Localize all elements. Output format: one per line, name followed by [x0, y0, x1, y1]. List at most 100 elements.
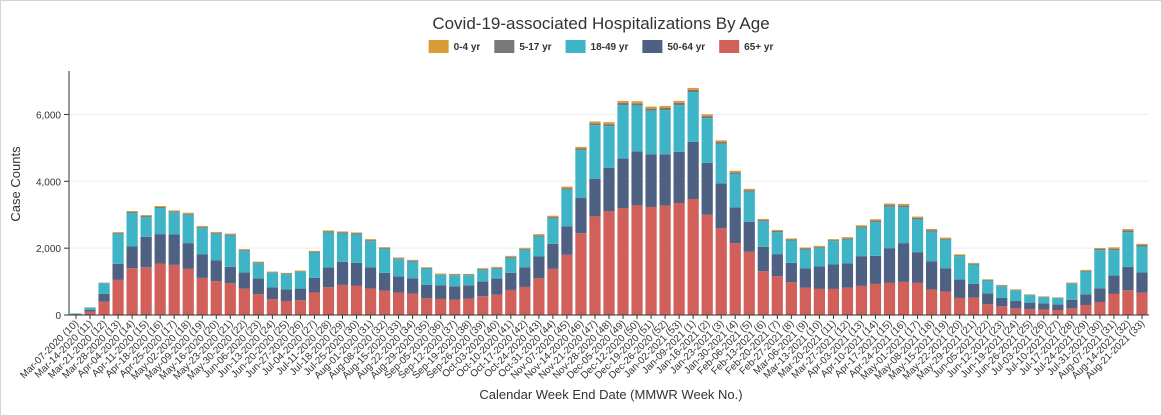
bar-0-4-yr-20: [350, 232, 363, 234]
legend-label-50-64-yr: 50-64 yr: [667, 42, 705, 53]
bar-50-64-yr-50: [771, 254, 783, 277]
bar-50-64-yr-53: [813, 266, 825, 289]
bar-5-17-yr-18: [322, 231, 335, 233]
bar-18-49-yr-7: [168, 212, 180, 235]
bar-50-64-yr-54: [827, 264, 840, 289]
bar-0-4-yr-75: [1122, 229, 1134, 231]
bar-0-4-yr-10: [210, 231, 222, 233]
bar-18-49-yr-41: [645, 110, 657, 155]
bar-5-17-yr-47: [729, 172, 741, 174]
bar-0-4-yr-56: [855, 225, 868, 227]
bar-50-64-yr-51: [785, 262, 797, 283]
bar-65-yr-14: [266, 299, 278, 315]
bar-18-49-yr-52: [799, 249, 811, 269]
bar-0-4-yr-31: [505, 255, 517, 257]
y-axis-label: Case Counts: [8, 146, 23, 222]
bar-50-64-yr-38: [603, 167, 615, 212]
bar-50-64-yr-57: [869, 255, 882, 284]
bar-65-yr-9: [196, 277, 208, 315]
bar-0-4-yr-37: [589, 121, 601, 124]
bar-65-yr-48: [743, 251, 755, 315]
bar-50-64-yr-18: [322, 267, 335, 288]
bar-5-17-yr-21: [364, 240, 377, 242]
bar-5-17-yr-57: [869, 220, 882, 223]
bar-50-64-yr-67: [1010, 300, 1022, 309]
bar-50-64-yr-74: [1108, 275, 1120, 294]
bar-50-64-yr-71: [1066, 299, 1078, 309]
bar-65-yr-59: [897, 281, 910, 315]
bar-65-yr-40: [631, 205, 643, 315]
bar-5-17-yr-10: [210, 232, 222, 234]
bar-5-17-yr-61: [925, 230, 938, 232]
bar-50-64-yr-1: [84, 309, 96, 312]
bar-5-17-yr-38: [603, 124, 615, 127]
bar-0-4-yr-26: [435, 273, 447, 275]
bar-18-49-yr-12: [238, 250, 250, 273]
legend-swatch-50-64-yr: [642, 40, 663, 53]
bar-65-yr-18: [322, 287, 335, 315]
bar-5-17-yr-28: [463, 274, 475, 276]
bar-18-49-yr-31: [505, 257, 517, 273]
bar-0-4-yr-61: [925, 228, 938, 231]
bar-50-64-yr-34: [547, 243, 559, 269]
bar-50-64-yr-65: [982, 293, 994, 305]
bar-50-64-yr-39: [617, 158, 629, 209]
bar-0-4-yr-13: [252, 261, 264, 263]
bar-18-49-yr-10: [210, 233, 222, 261]
bar-65-yr-28: [463, 298, 475, 315]
bar-18-49-yr-49: [757, 221, 769, 247]
bar-18-49-yr-1: [84, 307, 96, 310]
bar-65-yr-54: [827, 288, 840, 315]
bar-50-64-yr-70: [1052, 304, 1064, 310]
bar-18-49-yr-18: [322, 232, 335, 268]
bar-65-yr-22: [378, 290, 391, 315]
bar-18-49-yr-14: [266, 272, 278, 288]
bar-18-49-yr-2: [98, 283, 110, 294]
bar-65-yr-12: [238, 288, 250, 315]
bar-65-yr-67: [1010, 308, 1022, 315]
bar-18-49-yr-74: [1108, 250, 1120, 276]
bar-0-4-yr-63: [954, 254, 966, 256]
y-tick-label: 6,000: [36, 110, 61, 121]
bar-65-yr-29: [477, 296, 489, 315]
bar-0-4-yr-21: [364, 239, 377, 241]
bar-0-4-yr-55: [841, 237, 854, 239]
bar-0-4-yr-32: [519, 247, 531, 249]
bar-5-17-yr-12: [238, 249, 250, 251]
bar-50-64-yr-40: [631, 151, 643, 206]
bar-18-49-yr-70: [1052, 298, 1064, 305]
bar-0-4-yr-29: [477, 268, 489, 270]
bar-5-17-yr-30: [491, 267, 503, 269]
bar-65-yr-56: [855, 285, 868, 315]
bar-65-yr-17: [308, 292, 321, 315]
bar-18-49-yr-0: [70, 313, 82, 314]
bar-50-64-yr-23: [393, 276, 405, 293]
bar-18-49-yr-71: [1066, 283, 1078, 300]
y-tick-label: 4,000: [36, 177, 61, 188]
bar-50-64-yr-10: [210, 260, 222, 282]
bar-65-yr-36: [575, 233, 587, 315]
bar-18-49-yr-19: [336, 233, 349, 262]
bar-50-64-yr-6: [154, 234, 166, 264]
bar-0-4-yr-7: [168, 210, 180, 212]
bar-5-17-yr-6: [154, 207, 166, 209]
bar-65-yr-31: [505, 289, 517, 315]
bar-65-yr-52: [799, 287, 811, 315]
y-tick-label: 0: [55, 311, 61, 322]
bar-5-17-yr-51: [785, 239, 797, 241]
bar-50-64-yr-36: [575, 198, 587, 234]
bar-65-yr-47: [729, 243, 741, 315]
bar-5-17-yr-63: [954, 255, 966, 257]
bar-50-64-yr-31: [505, 272, 517, 290]
bar-5-17-yr-19: [336, 232, 349, 234]
bar-18-49-yr-11: [224, 235, 236, 267]
bar-0-4-yr-69: [1038, 296, 1050, 297]
bar-0-4-yr-8: [182, 212, 194, 214]
bar-5-17-yr-59: [897, 205, 910, 208]
bar-18-49-yr-66: [996, 286, 1008, 298]
bar-18-49-yr-9: [196, 227, 208, 255]
bar-18-49-yr-69: [1038, 297, 1050, 304]
bar-65-yr-53: [813, 288, 825, 315]
bar-0-4-yr-50: [771, 229, 783, 231]
bar-5-17-yr-62: [940, 238, 952, 240]
